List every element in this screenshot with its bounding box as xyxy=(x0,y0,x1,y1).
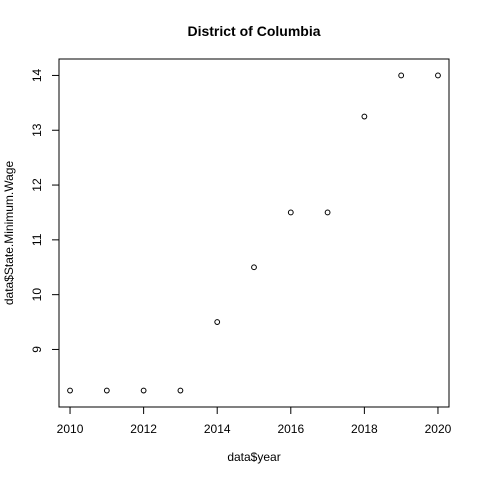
y-tick-label: 14 xyxy=(30,68,44,82)
y-tick-label: 12 xyxy=(30,178,44,192)
data-point xyxy=(103,387,110,394)
x-tick-label: 2018 xyxy=(351,422,378,436)
data-point xyxy=(398,72,405,79)
data-point xyxy=(287,209,294,216)
x-tick-label: 2010 xyxy=(57,422,84,436)
data-point xyxy=(214,319,221,325)
data-point xyxy=(251,264,257,271)
y-tick-label: 9 xyxy=(30,346,44,353)
data-point xyxy=(435,72,441,79)
x-axis: 2010 2012 2014 2016 2018 2020 xyxy=(57,406,452,436)
y-axis-label: data$State.Minimum.Wage xyxy=(2,161,16,306)
data-point xyxy=(67,387,73,394)
data-point xyxy=(177,387,184,394)
data-point xyxy=(140,387,147,394)
x-tick-label: 2020 xyxy=(425,422,452,436)
data-point xyxy=(324,209,331,216)
data-points xyxy=(67,72,441,394)
y-tick-label: 13 xyxy=(30,123,44,137)
y-tick-label: 10 xyxy=(30,288,44,302)
y-axis: 9 10 11 12 13 14 xyxy=(30,68,60,353)
x-tick-label: 2016 xyxy=(277,422,304,436)
plot-area-border xyxy=(58,58,450,408)
x-axis-label: data$year xyxy=(227,450,280,464)
chart-title: District of Columbia xyxy=(187,23,320,39)
x-tick-label: 2012 xyxy=(130,422,157,436)
data-point xyxy=(361,113,368,120)
y-tick-label: 11 xyxy=(30,233,44,246)
x-tick-label: 2014 xyxy=(204,422,231,436)
